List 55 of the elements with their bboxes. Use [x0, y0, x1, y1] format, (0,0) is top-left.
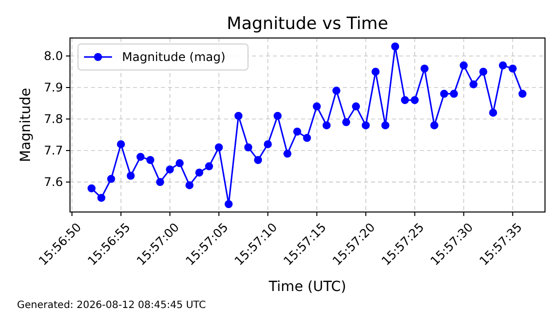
point [342, 118, 350, 126]
point [136, 152, 145, 161]
x-axis-title: Time (UTC) [268, 279, 346, 295]
point [440, 90, 448, 98]
point [244, 143, 252, 152]
y-tick-label: 7.9 [44, 80, 63, 94]
point [450, 90, 458, 98]
y-tick-label: 8.0 [44, 48, 63, 63]
point [146, 156, 154, 164]
y-tick-label: 7.6 [44, 175, 63, 190]
y-tick-label: 7.8 [44, 112, 63, 126]
point [381, 121, 390, 130]
point [479, 68, 488, 76]
point [283, 150, 292, 158]
point [88, 184, 96, 192]
text: Generated: 2026-08-12 08:45:45 UTC [17, 300, 206, 311]
point [293, 128, 302, 136]
point [400, 96, 409, 104]
point [410, 96, 419, 104]
point [362, 121, 370, 130]
point [264, 140, 272, 148]
point [116, 140, 125, 148]
point [97, 194, 106, 202]
point [214, 143, 223, 152]
point [430, 121, 438, 130]
point [176, 159, 184, 168]
y-axis-title: Magnitude [18, 88, 34, 162]
point [498, 61, 507, 70]
point [274, 112, 282, 120]
point [518, 90, 526, 98]
chart-title: Magnitude vs Time [226, 14, 388, 34]
point [391, 42, 400, 51]
point [185, 181, 194, 190]
point [224, 200, 233, 208]
point [322, 121, 331, 130]
point [234, 112, 242, 120]
point [107, 174, 116, 183]
point [489, 108, 498, 117]
point [312, 102, 321, 110]
point [352, 102, 360, 110]
point [156, 178, 164, 186]
point [195, 168, 204, 177]
point [166, 165, 174, 174]
point [332, 86, 340, 95]
point [460, 61, 468, 70]
point [508, 64, 517, 73]
point [420, 64, 429, 73]
point [303, 134, 312, 142]
point [470, 80, 478, 88]
legend-label: Magnitude (mag) [122, 50, 226, 64]
point [372, 68, 380, 76]
y-tick-label: 7.7 [44, 144, 63, 158]
point [254, 156, 262, 164]
point [126, 172, 135, 180]
point [205, 162, 214, 170]
